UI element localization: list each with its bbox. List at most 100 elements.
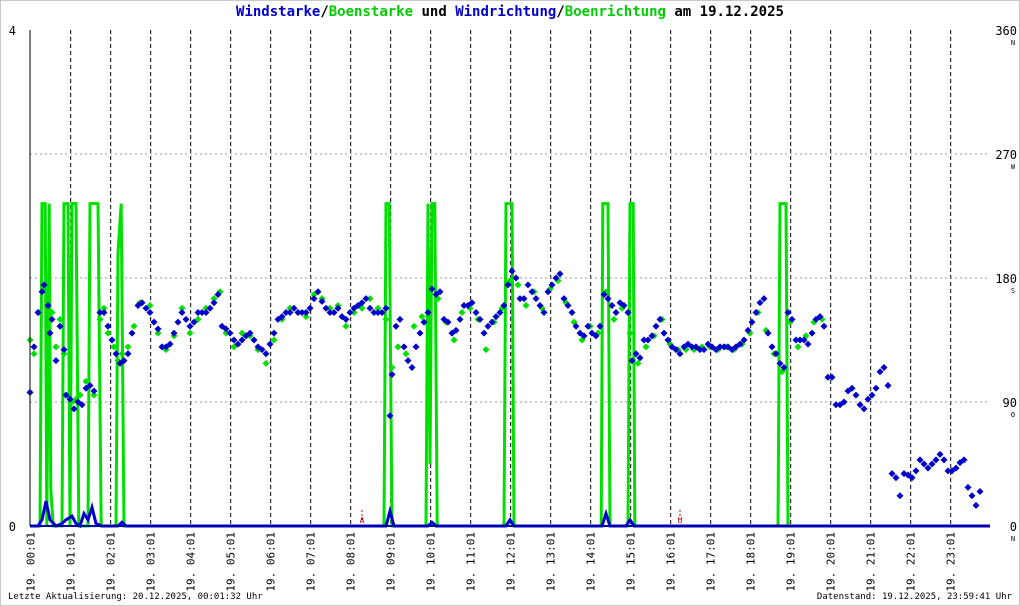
wind-direction-point [516, 295, 524, 303]
wind-direction-point [96, 308, 104, 316]
wind-direction-point [696, 346, 704, 354]
gust-direction-point [154, 329, 162, 337]
wind-direction-point [916, 456, 924, 464]
wind-direction-point [282, 308, 290, 316]
wind-direction-point [52, 357, 60, 365]
right-tick-label: 0 [1010, 520, 1017, 534]
wind-direction-point [476, 315, 484, 323]
wind-direction-point [832, 401, 840, 409]
wind-direction-point [86, 381, 94, 389]
wind-direction-point [100, 308, 108, 316]
wind-direction-point [800, 336, 808, 344]
x-tick-label: 19. 23:01 [945, 532, 958, 592]
x-tick-label: 19. 15:01 [625, 532, 638, 592]
gust-direction-point [302, 313, 310, 321]
wind-direction-point [488, 318, 496, 326]
wind-direction-point [44, 302, 52, 310]
wind-direction-point [104, 322, 112, 330]
wind-direction-point [62, 391, 70, 399]
wind-direction-point [60, 346, 68, 354]
wind-direction-point [540, 308, 548, 316]
wind-direction-point [78, 401, 86, 409]
compass-label: O [1011, 411, 1015, 419]
compass-label: W [1011, 163, 1016, 171]
x-tick-label: 19. 21:01 [865, 532, 878, 592]
wind-direction-point [294, 308, 302, 316]
title-separator-2: / [556, 4, 565, 20]
gust-direction-point [626, 329, 634, 337]
wind-direction-point [808, 329, 816, 337]
wind-direction-point [492, 313, 500, 321]
x-tick-label: 19. 10:01 [425, 532, 438, 592]
wind-direction-point [860, 405, 868, 413]
wind-direction-point [796, 336, 804, 344]
wind-direction-point [644, 336, 652, 344]
wind-direction-point [202, 308, 210, 316]
wind-direction-point [608, 302, 616, 310]
wind-direction-point [744, 326, 752, 334]
gust-direction-point [394, 343, 402, 351]
wind-direction-point [258, 346, 266, 354]
gust-direction-point [418, 313, 426, 321]
wind-direction-point [620, 302, 628, 310]
wind-direction-point [334, 304, 342, 312]
wind-direction-point [286, 308, 294, 316]
wind-direction-point [30, 343, 38, 351]
wind-direction-point [880, 364, 888, 372]
wind-direction-point [214, 291, 222, 299]
gust-direction-point [178, 304, 186, 312]
wind-direction-point [400, 343, 408, 351]
wind-direction-point [302, 308, 310, 316]
wind-direction-point [568, 308, 576, 316]
wind-direction-point [780, 364, 788, 372]
wind-direction-point [146, 308, 154, 316]
wind-direction-point [40, 281, 48, 289]
wind-direction-point [824, 373, 832, 381]
x-tick-label: 19. 05:01 [225, 532, 238, 592]
wind-direction-point [404, 357, 412, 365]
gust-direction-point [326, 304, 334, 312]
gust-direction-point [410, 322, 418, 330]
gust-direction-point [382, 315, 390, 323]
title-windrichtung: Windrichtung [455, 4, 557, 20]
wind-direction-point [888, 470, 896, 478]
compass-label: S [1011, 287, 1015, 295]
gust-direction-point [482, 346, 490, 354]
gust-direction-point [186, 329, 194, 337]
wind-direction-point [456, 315, 464, 323]
x-tick-label: 19. 00:01 [25, 532, 38, 592]
wind-direction-point [600, 291, 608, 299]
wind-direction-point [56, 322, 64, 330]
wind-direction-point [314, 288, 322, 296]
gust-direction-point [402, 350, 410, 358]
wind-direction-point [868, 391, 876, 399]
wind-direction-point [508, 267, 516, 275]
wind-direction-point [512, 274, 520, 282]
gust-direction-point [350, 308, 358, 316]
wind-direction-point [716, 343, 724, 351]
wind-direction-point [142, 304, 150, 312]
wind-direction-point [640, 336, 648, 344]
red-marker-label: U [678, 516, 683, 525]
title-boenrichtung: Boenrichtung [564, 4, 666, 20]
x-tick-label: 19. 08:01 [345, 532, 358, 592]
x-tick-label: 19. 14:01 [585, 532, 598, 592]
wind-direction-point [856, 401, 864, 409]
wind-direction-point [38, 288, 46, 296]
wind-direction-point [322, 304, 330, 312]
wind-direction-point [480, 329, 488, 337]
wind-direction-point [182, 315, 190, 323]
wind-direction-point [772, 350, 780, 358]
gust-direction-point [100, 304, 108, 312]
wind-direction-point [392, 322, 400, 330]
wind-direction-point [266, 340, 274, 348]
x-tick-label: 19. 02:01 [105, 532, 118, 592]
data-timestamp-text: Datenstand: 19.12.2025, 23:59:41 Uhr [816, 592, 1012, 602]
wind-direction-point [840, 398, 848, 406]
compass-label: N [1011, 535, 1015, 543]
wind-direction-point [792, 336, 800, 344]
x-tick-label: 19. 20:01 [825, 532, 838, 592]
gust-direction-point [90, 391, 98, 399]
right-tick-label: 360 [995, 24, 1017, 38]
wind-direction-point [604, 295, 612, 303]
